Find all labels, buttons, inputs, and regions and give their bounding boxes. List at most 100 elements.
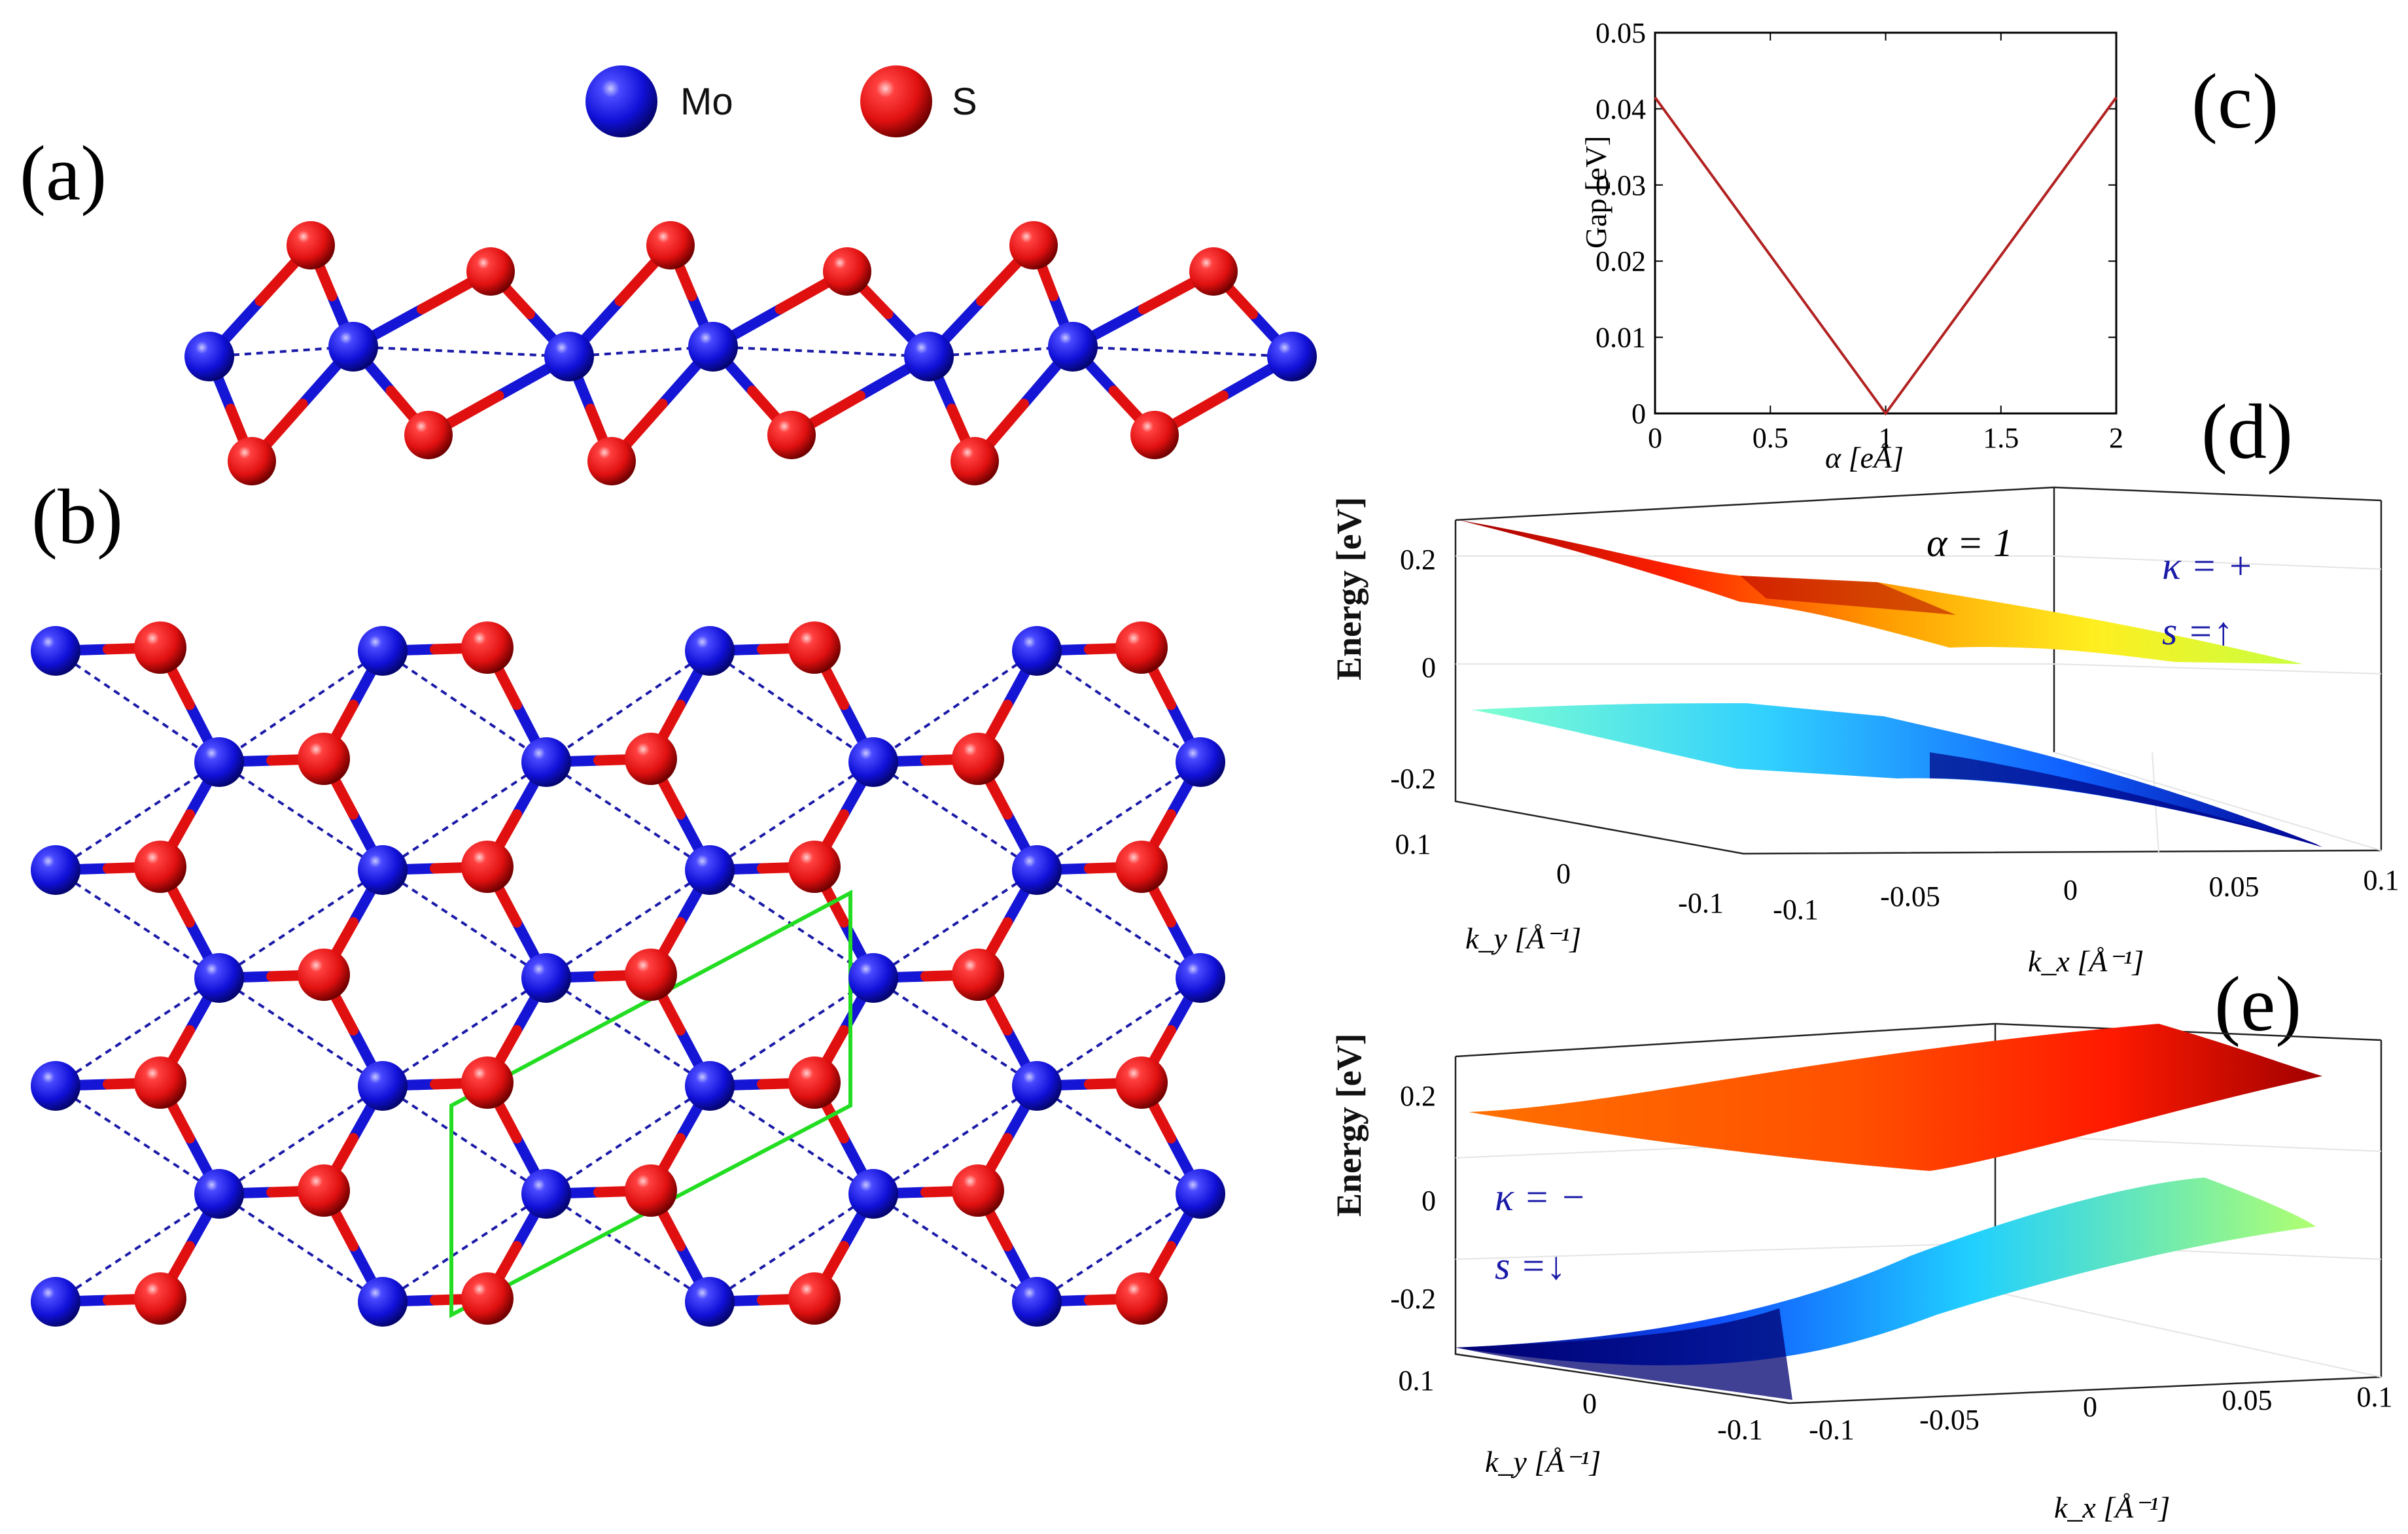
mo-atom <box>1176 737 1225 787</box>
mo-mo-dashed-link <box>545 650 711 763</box>
s-atom <box>461 621 514 674</box>
s-atom <box>625 733 677 785</box>
mo-atom <box>521 1169 571 1219</box>
mo-atom <box>31 1277 80 1327</box>
s-atom <box>298 733 350 785</box>
s-atom <box>1115 1056 1168 1109</box>
panel-d-annotation-spin: s =↑ <box>2162 610 2233 653</box>
panel-d-annotation-alpha: α = 1 <box>1927 521 2013 565</box>
panel-e-kx-label: k_x [Å⁻¹] <box>2054 1491 2170 1524</box>
s-atom <box>134 621 186 674</box>
mo-atom <box>1012 626 1062 676</box>
mo-atom <box>848 1169 898 1219</box>
mo-mo-dashed-link <box>218 650 384 763</box>
mo-mo-dashed-link <box>218 1085 384 1195</box>
panel-e-zlabel: Energy [eV] <box>1329 1034 1369 1217</box>
panel-ky-tick-label: 0 <box>1556 858 1571 890</box>
mo-atom <box>685 845 735 895</box>
panel-d-box <box>1454 486 2382 855</box>
mo-atom <box>358 626 408 676</box>
mo-atom <box>31 626 80 676</box>
mo-mo-dashed-link <box>545 1193 711 1303</box>
s-atom <box>1115 1272 1168 1325</box>
s-atom <box>952 1164 1004 1217</box>
panel-label-e: (e) <box>2214 960 2301 1047</box>
mo-mo-dashed-link <box>708 977 875 1087</box>
mo-mo-dashed-link <box>1036 977 1202 1087</box>
mo-atom <box>194 737 244 787</box>
legend-mo-label: Mo <box>680 80 733 123</box>
mo-atom <box>194 1169 244 1219</box>
panel-kx-tick-label: 0.05 <box>2209 871 2260 903</box>
mo-atom <box>685 1277 735 1327</box>
s-atom <box>1009 221 1058 270</box>
s-atom <box>646 221 695 270</box>
chart-c-xlabel: α [eÅ] <box>1825 441 1904 474</box>
mo-mo-dashed-link <box>1036 761 1202 871</box>
panel-d-zlabel: Energy [eV] <box>1329 497 1369 680</box>
chart-c-ylabel: Gap [eV] <box>1579 136 1613 249</box>
mo-mo-dashed-link <box>545 1085 711 1195</box>
panel-e-ky-label: k_y [Å⁻¹] <box>1485 1445 1601 1478</box>
mo-mo-dashed-link <box>872 977 1038 1087</box>
s-atom <box>788 621 841 674</box>
mo-mo-dashed-link <box>872 869 1038 979</box>
chart-c-ytick-label: 0.01 <box>1596 322 1646 354</box>
panel-d-lower-band-dark <box>1930 752 2322 847</box>
mo-atom <box>31 845 80 895</box>
panel-kx-tick-label: -0.1 <box>1809 1414 1855 1446</box>
panel-kx-tick-label: 0.05 <box>2222 1384 2273 1416</box>
panel-e-lower-band-dark <box>1456 1308 1792 1400</box>
s-atom <box>625 1164 677 1217</box>
mo-atom <box>904 332 954 381</box>
mo-mo-dashed-link <box>381 1193 548 1303</box>
s-atom <box>298 1164 350 1217</box>
panel-kx-tick-label: -0.05 <box>1919 1404 1980 1436</box>
panel-e-surface-plot: 0.2 0 -0.2 -0.1 -0.05 0 0.05 0.1 0.1 0 -0.1 Energy… <box>1329 1022 2393 1524</box>
mo-mo-dashed-link <box>218 977 384 1087</box>
s-atom <box>228 437 276 485</box>
mo-mo-dashed-link <box>1036 650 1202 763</box>
panel-e-upper-band <box>1469 1024 2322 1171</box>
mo-atom <box>328 322 378 372</box>
chart-c-ytick-label: 0.04 <box>1596 93 1646 125</box>
mo-mo-dashed-link <box>872 761 1038 871</box>
mo-atom <box>848 737 898 787</box>
chart-c-frame <box>1654 31 2118 415</box>
legend-s-swatch <box>860 65 932 137</box>
mo-mo-dashed-link <box>712 345 930 358</box>
s-atom <box>625 949 677 1001</box>
s-atom <box>1115 841 1168 893</box>
mo-mo-dashed-link <box>54 1193 220 1303</box>
panel-e-annotation-kappa: κ = − <box>1495 1176 1586 1219</box>
panel-kx-tick-label: 0.1 <box>2357 1381 2393 1413</box>
s-atom <box>951 437 999 485</box>
mo-mo-dashed-link <box>708 761 875 871</box>
mo-atom <box>685 626 735 676</box>
s-atom <box>1189 247 1238 296</box>
chart-c-ytick-label: 0.02 <box>1596 245 1646 277</box>
s-atom <box>788 1272 841 1325</box>
panel-kx-tick-label: -0.05 <box>1880 880 1940 913</box>
panel-kx-tick-label: 0.1 <box>2364 864 2399 896</box>
mo-atom <box>1048 322 1098 372</box>
legend-mo-swatch <box>585 65 657 137</box>
mo-mo-dashed-link <box>54 977 220 1087</box>
s-atom <box>134 841 186 893</box>
s-atom <box>466 247 515 296</box>
chart-c-ytick-label: 0.03 <box>1596 169 1646 201</box>
mo-mo-dashed-link <box>708 650 875 763</box>
chart-c-ytick-label: 0 <box>1632 398 1646 430</box>
mo-mo-dashed-link <box>1036 869 1202 979</box>
chart-c-xtick-label: 2 <box>2109 422 2123 454</box>
chart-c-ytick-label: 0.05 <box>1596 17 1646 49</box>
panel-d-upper-band-shade <box>1740 576 1956 615</box>
mo-mo-dashed-link <box>872 650 1038 763</box>
panel-z-tick-label: -0.2 <box>1390 1283 1436 1315</box>
mo-atom <box>1267 332 1317 381</box>
s-atom <box>788 1056 841 1109</box>
mo-mo-dashed-link <box>381 869 548 979</box>
mo-mo-dashed-link <box>708 1085 875 1195</box>
mo-mo-dashed-link <box>381 650 548 763</box>
mo-mo-dashed-link <box>872 1085 1038 1195</box>
